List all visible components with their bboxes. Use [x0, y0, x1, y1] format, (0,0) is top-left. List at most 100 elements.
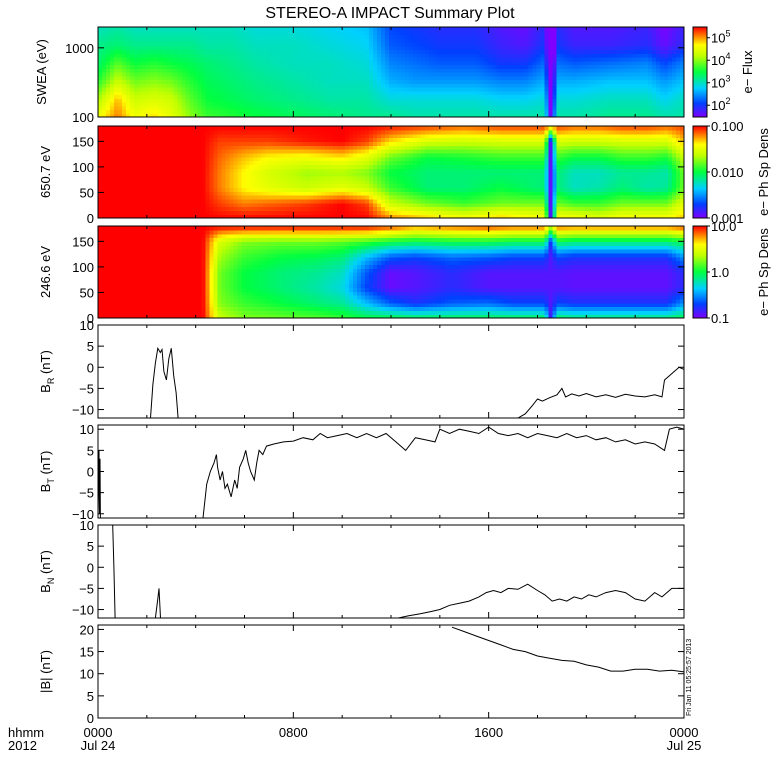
spectrogram-cell: [297, 49, 302, 54]
spectrogram-cell: [508, 34, 514, 39]
spectrogram-cell: [440, 105, 446, 111]
spectrogram-cell: [528, 57, 534, 62]
spectrogram-cell: [369, 83, 374, 88]
spectrogram-cell: [241, 156, 247, 162]
spectrogram-cell: [117, 42, 123, 47]
spectrogram-cell: [205, 129, 211, 135]
spectrogram-cell: [133, 75, 139, 81]
spectrogram-cell: [560, 68, 566, 73]
spectrogram-cell: [528, 45, 534, 51]
spectrogram-cell: [592, 34, 597, 39]
spectrogram-cell: [189, 183, 195, 188]
spectrogram-cell: [357, 42, 362, 47]
spectrogram-cell: [209, 60, 215, 66]
spectrogram-cell: [121, 75, 127, 81]
spectrogram-cell: [404, 53, 410, 58]
spectrogram-cell: [229, 90, 235, 96]
spectrogram-cell: [145, 90, 151, 96]
spectrogram-cell: [273, 68, 278, 73]
spectrogram-cell: [253, 156, 259, 162]
spectrogram-cell: [173, 49, 179, 54]
spectrogram-cell: [169, 156, 175, 162]
spectrogram-cell: [273, 202, 278, 208]
spectrogram-cell: [496, 72, 502, 77]
spectrogram-cell: [165, 183, 171, 188]
spectrogram-cell: [229, 60, 235, 66]
spectrogram-cell: [249, 172, 255, 177]
spectrogram-cell: [101, 179, 107, 185]
spectrogram-cell: [221, 90, 227, 96]
spectrogram-cell: [253, 172, 259, 177]
spectrogram-cell: [257, 129, 263, 135]
spectrogram-cell: [149, 102, 155, 107]
spectrogram-cell: [181, 137, 187, 142]
spectrogram-cell: [301, 64, 306, 69]
spectrogram-cell: [269, 126, 274, 131]
spectrogram-cell: [488, 53, 494, 58]
spectrogram-cell: [480, 64, 486, 69]
spectrogram-cell: [257, 183, 263, 188]
spectrogram-cell: [293, 98, 298, 103]
spectrogram-cell: [145, 27, 151, 32]
spectrogram-cell: [528, 34, 534, 39]
spectrogram-cell: [612, 102, 617, 107]
spectrogram-cell: [416, 45, 422, 51]
spectrogram-cell: [480, 60, 486, 66]
spectrogram-cell: [628, 42, 633, 47]
spectrogram-cell: [233, 183, 239, 188]
spectrogram-cell: [201, 113, 207, 118]
spectrogram-cell: [113, 38, 119, 43]
spectrogram-cell: [149, 183, 155, 188]
spectrogram-cell: [193, 129, 199, 135]
spectrogram-cell: [185, 164, 191, 169]
spectrogram-cell: [544, 64, 550, 69]
spectrogram-cell: [480, 98, 486, 103]
spectrogram-cell: [404, 60, 410, 66]
spectrogram-cell: [568, 75, 573, 81]
spectrogram-cell: [209, 75, 215, 81]
spectrogram-cell: [161, 126, 167, 131]
spectrogram-cell: [169, 98, 175, 103]
spectrogram-cell: [504, 53, 510, 58]
spectrogram-cell: [141, 126, 147, 131]
spectrogram-cell: [297, 90, 302, 96]
spectrogram-cell: [273, 27, 278, 32]
spectrogram-cell: [289, 90, 294, 96]
spectrogram-cell: [145, 187, 151, 192]
spectrogram-cell: [317, 206, 322, 211]
spectrogram-cell: [592, 102, 597, 107]
spectrogram-cell: [277, 129, 282, 135]
spectrogram-cell: [201, 129, 207, 135]
spectrogram-cell: [225, 145, 231, 150]
spectrogram-cell: [165, 30, 171, 36]
spectrogram-cell: [321, 129, 326, 135]
spectrogram-cell: [341, 68, 346, 73]
spectrogram-cell: [257, 164, 263, 169]
spectrogram-cell: [468, 75, 474, 81]
spectrogram-cell: [225, 57, 231, 62]
spectrogram-cell: [656, 72, 661, 77]
spectrogram-cell: [596, 68, 601, 73]
spectrogram-cell: [309, 53, 314, 58]
spectrogram-cell: [389, 102, 394, 107]
spectrogram-cell: [540, 30, 546, 36]
spectrogram-cell: [129, 133, 135, 139]
spectrogram-cell: [576, 72, 581, 77]
spectrogram-cell: [98, 172, 103, 177]
spectrogram-cell: [361, 49, 366, 54]
spectrogram-cell: [165, 94, 171, 99]
spectrogram-cell: [225, 45, 231, 51]
spectrogram-cell: [105, 160, 111, 165]
spectrogram-cell: [377, 109, 382, 114]
spectrogram-cell: [137, 94, 143, 99]
spectrogram-cell: [512, 109, 518, 114]
spectrogram-cell: [149, 87, 155, 92]
spectrogram-cell: [173, 53, 179, 58]
spectrogram-cell: [237, 175, 243, 181]
spectrogram-cell: [524, 83, 530, 88]
spectrogram-cell: [285, 34, 290, 39]
spectrogram-cell: [161, 164, 167, 169]
spectrogram-cell: [440, 87, 446, 92]
spectrogram-cell: [456, 72, 462, 77]
